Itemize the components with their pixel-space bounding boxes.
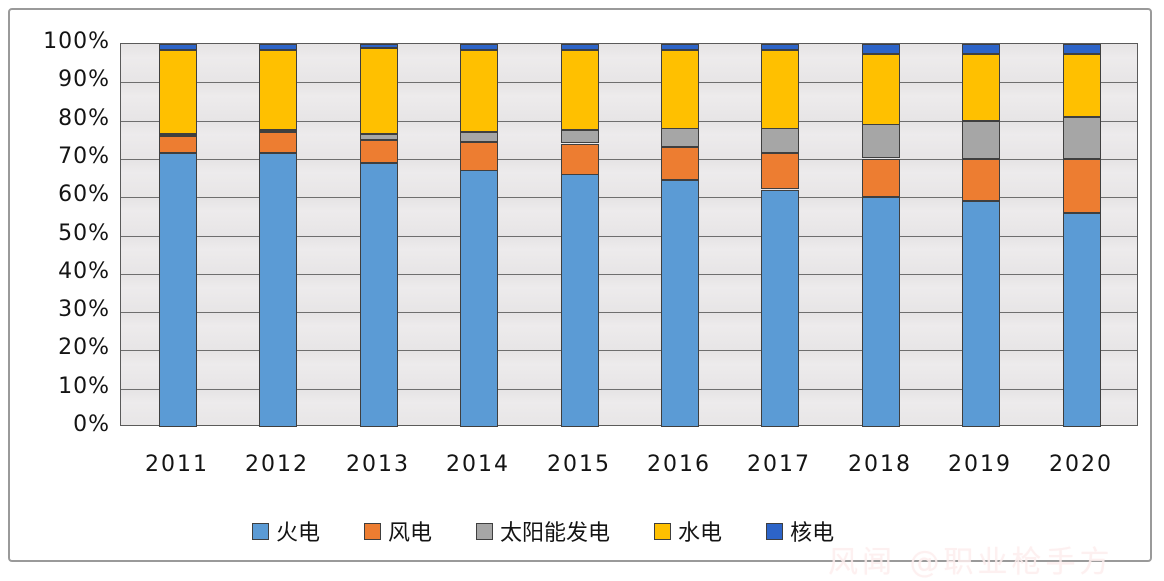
legend-swatch-icon: [654, 522, 672, 540]
bar-segment-火电-2020: [1063, 213, 1101, 427]
bar-segment-太阳能发电-2012: [259, 130, 297, 132]
y-tick-label: 40%: [58, 259, 110, 284]
y-tick-label: 30%: [58, 297, 110, 322]
bar-segment-核电-2011: [159, 44, 197, 50]
bar-segment-风电-2019: [962, 159, 1000, 201]
bar-segment-风电-2020: [1063, 159, 1101, 213]
gridline-60%: [121, 197, 1137, 198]
bar-segment-水电-2019: [962, 54, 1000, 121]
bar-segment-风电-2012: [259, 132, 297, 153]
legend-label: 火电: [276, 521, 321, 546]
bar-segment-风电-2014: [460, 142, 498, 171]
legend-swatch-icon: [766, 522, 784, 540]
bar-segment-火电-2011: [159, 153, 197, 427]
x-tick-label-2019: 2019: [948, 452, 1012, 477]
x-tick-label-2017: 2017: [747, 452, 811, 477]
bar-segment-火电-2017: [761, 190, 799, 427]
bar-segment-水电-2014: [460, 50, 498, 132]
gridline-40%: [121, 274, 1137, 275]
bar-segment-核电-2012: [259, 44, 297, 50]
x-tick-label-2020: 2020: [1049, 452, 1113, 477]
bar-segment-水电-2017: [761, 50, 799, 129]
bar-segment-核电-2020: [1063, 44, 1101, 54]
bar-segment-核电-2019: [962, 44, 1000, 54]
bar-segment-水电-2011: [159, 50, 197, 134]
legend-item-风电: 风电: [364, 515, 432, 547]
gridline-90%: [121, 82, 1137, 83]
x-tick-label-2012: 2012: [245, 452, 309, 477]
x-tick-label-2018: 2018: [848, 452, 912, 477]
legend-item-太阳能发电: 太阳能发电: [476, 515, 610, 547]
x-tick-label-2015: 2015: [547, 452, 611, 477]
bar-segment-风电-2016: [661, 147, 699, 180]
bar-segment-风电-2015: [561, 144, 599, 175]
bar-segment-火电-2015: [561, 174, 599, 427]
bar-segment-火电-2019: [962, 201, 1000, 427]
y-tick-label: 90%: [58, 67, 110, 92]
bar-segment-太阳能发电-2017: [761, 128, 799, 153]
legend-swatch-icon: [252, 522, 269, 540]
bar-segment-火电-2016: [661, 180, 699, 427]
bar-segment-风电-2013: [360, 140, 398, 163]
bar-segment-太阳能发电-2016: [661, 128, 699, 147]
gridline-20%: [121, 350, 1137, 351]
x-tick-label-2014: 2014: [446, 452, 510, 477]
bar-segment-太阳能发电-2013: [360, 134, 398, 140]
gridline-70%: [121, 159, 1137, 160]
legend-item-核电: 核电: [766, 515, 834, 547]
bar-segment-太阳能发电-2020: [1063, 117, 1101, 159]
y-tick-label: 70%: [58, 144, 110, 169]
legend-swatch-icon: [364, 522, 382, 540]
x-tick-label-2016: 2016: [647, 452, 711, 477]
bar-segment-核电-2015: [561, 44, 599, 50]
bar-segment-太阳能发电-2014: [460, 132, 498, 142]
bar-segment-太阳能发电-2018: [862, 124, 900, 158]
bar-segment-水电-2015: [561, 50, 599, 130]
bar-segment-水电-2020: [1063, 54, 1101, 117]
legend-item-火电: 火电: [252, 515, 320, 547]
legend-label: 水电: [678, 521, 723, 546]
bar-segment-核电-2013: [360, 44, 398, 48]
chart-frame: 0% 10% 20% 30% 40% 50% 60% 70% 80% 90% 100% 2011 20…: [8, 8, 1152, 580]
bar-segment-火电-2018: [862, 197, 900, 427]
bar-segment-火电-2012: [259, 153, 297, 427]
legend: 火电 风电 太阳能发电 水电 核电: [252, 515, 834, 547]
legend-item-水电: 水电: [654, 515, 722, 547]
y-tick-label: 100%: [43, 29, 110, 54]
bar-segment-水电-2018: [862, 54, 900, 125]
bar-segment-水电-2016: [661, 50, 699, 129]
bar-segment-风电-2017: [761, 153, 799, 189]
y-tick-label: 20%: [58, 335, 110, 360]
bar-segment-太阳能发电-2011: [159, 134, 197, 136]
y-tick-label: 50%: [58, 221, 110, 246]
x-tick-label-2013: 2013: [346, 452, 410, 477]
plot-area: [120, 43, 1138, 427]
y-tick-label: 10%: [58, 374, 110, 399]
legend-label: 太阳能发电: [500, 521, 611, 546]
bar-segment-风电-2018: [862, 159, 900, 197]
gridline-80%: [121, 121, 1137, 122]
watermark: 风闻 @职业枪手方: [828, 545, 1114, 580]
gridline-10%: [121, 389, 1137, 390]
gridline-50%: [121, 236, 1137, 237]
bar-segment-水电-2013: [360, 48, 398, 134]
bar-segment-核电-2018: [862, 44, 900, 54]
y-tick-label: 0%: [73, 412, 110, 437]
y-tick-label: 80%: [58, 106, 110, 131]
legend-swatch-icon: [476, 522, 494, 540]
bar-segment-核电-2016: [661, 44, 699, 50]
bar-segment-核电-2014: [460, 44, 498, 50]
legend-label: 风电: [388, 521, 433, 546]
gridline-30%: [121, 312, 1137, 313]
bar-segment-风电-2011: [159, 136, 197, 153]
x-tick-label-2011: 2011: [145, 452, 209, 477]
bar-segment-火电-2014: [460, 170, 498, 427]
bar-segment-水电-2012: [259, 50, 297, 130]
bar-segment-太阳能发电-2019: [962, 121, 1000, 159]
bar-segment-火电-2013: [360, 163, 398, 427]
legend-label: 核电: [790, 521, 835, 546]
bar-segment-太阳能发电-2015: [561, 130, 599, 143]
bar-segment-核电-2017: [761, 44, 799, 50]
y-tick-label: 60%: [58, 182, 110, 207]
